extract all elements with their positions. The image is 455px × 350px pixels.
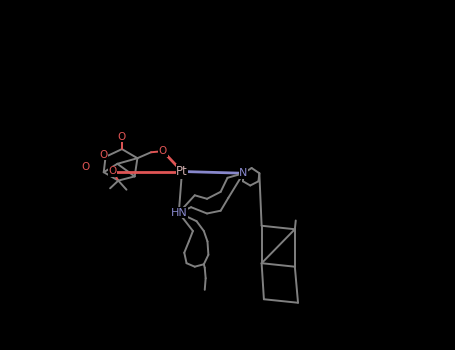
Text: Pt: Pt [176,165,188,178]
Text: O: O [118,132,126,141]
Text: N: N [239,168,248,178]
Text: O: O [100,150,108,160]
Text: O: O [81,162,90,172]
Text: O: O [159,146,167,156]
Text: O: O [109,167,117,176]
Text: HN: HN [171,208,187,218]
